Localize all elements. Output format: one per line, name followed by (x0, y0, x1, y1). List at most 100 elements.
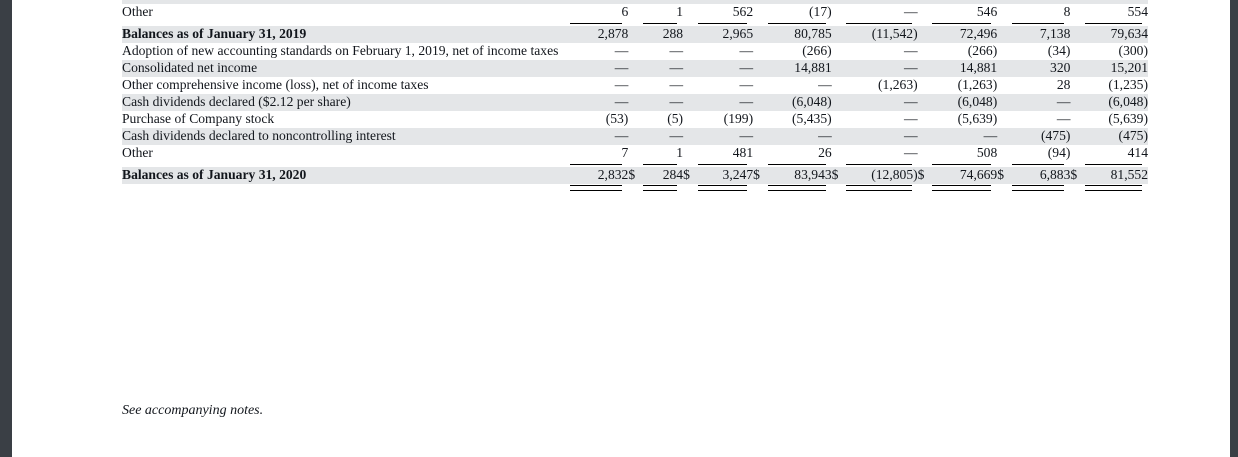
rule-segment (844, 21, 917, 26)
statement-sheet: Other 6 1 562 (17) —546 8 554 Balances as of Jan… (12, 0, 1230, 457)
cell-value: — (844, 110, 918, 128)
cell-value: — (695, 42, 754, 60)
cell-value: 554 (1083, 4, 1148, 21)
cell-value: (6,048) (765, 93, 832, 111)
currency-symbol-cell (683, 59, 696, 77)
rule-segment (568, 21, 629, 26)
currency-symbol-cell (1070, 76, 1084, 94)
cell-value: (1,235) (1083, 76, 1148, 94)
table-row: Cash dividends declared to noncontrollin… (122, 127, 1148, 145)
cell-value: — (567, 42, 629, 60)
cell-value: (34) (1009, 42, 1071, 60)
row-label: Purchase of Company stock (122, 110, 559, 128)
currency-symbol-cell (997, 127, 1010, 145)
cell-value: 1 (640, 4, 684, 21)
currency-symbol-cell (831, 42, 845, 60)
currency-symbol-cell: $ (997, 166, 1010, 184)
cell-value: 508 (930, 144, 998, 162)
table-row: Other 6 1 562 (17) — 546 8 554 (122, 4, 1148, 21)
currency-symbol-cell (997, 76, 1010, 94)
subtotal-rule (122, 162, 1148, 167)
cell-value: (11,542) (844, 25, 918, 43)
rule-segment (844, 162, 917, 167)
currency-symbol-cell (683, 110, 696, 128)
currency-symbol-cell (831, 25, 845, 43)
rule-segment (696, 184, 753, 192)
currency-symbol-cell (558, 127, 568, 145)
cell-value: — (765, 76, 832, 94)
currency-symbol-cell (753, 59, 766, 77)
cell-value: — (567, 76, 629, 94)
cell-value: (5,435) (765, 110, 832, 128)
currency-symbol-cell (558, 4, 568, 21)
cell-value: 288 (640, 25, 684, 43)
clipped-row-top (122, 0, 1148, 4)
rule-segment (641, 21, 683, 26)
cell-value: 6,883 (1009, 166, 1071, 184)
rule-spacer (122, 184, 558, 192)
cell-value: 7 (567, 144, 629, 162)
rule-currency-gap (1070, 184, 1083, 192)
currency-symbol-cell (1070, 25, 1084, 43)
cell-value: — (844, 93, 918, 111)
cell-value: — (695, 59, 754, 77)
cell-value: (199) (695, 110, 754, 128)
cell-value: — (765, 127, 832, 145)
row-label: Adoption of new accounting standards on … (122, 42, 559, 60)
cell-value: 79,634 (1083, 25, 1148, 43)
currency-symbol-cell (628, 59, 641, 77)
currency-symbol-cell (831, 4, 845, 21)
currency-symbol-cell (917, 25, 931, 43)
currency-symbol-cell (628, 4, 641, 21)
currency-symbol-cell (831, 59, 845, 77)
rule-segment (1010, 162, 1071, 167)
currency-symbol-cell (683, 42, 696, 60)
currency-symbol-cell (831, 76, 845, 94)
currency-symbol-cell (917, 110, 931, 128)
cell-value: (475) (1009, 127, 1071, 145)
currency-symbol-cell (558, 59, 568, 77)
rule-currency-gap (683, 184, 696, 192)
currency-symbol-cell (558, 144, 568, 162)
cell-value: — (567, 127, 629, 145)
row-label: Cash dividends declared to noncontrollin… (122, 127, 559, 145)
cell-value: 74,669 (930, 166, 998, 184)
cell-value: 3,247 (695, 166, 754, 184)
currency-symbol-cell (558, 25, 568, 43)
rule-segment (1010, 21, 1071, 26)
table-row: Cash dividends declared ($2.12 per share… (122, 93, 1148, 111)
cell-value: 14,881 (930, 59, 998, 77)
currency-symbol-cell (683, 25, 696, 43)
rule-segment (1083, 21, 1148, 26)
rule-currency-gap (558, 184, 567, 192)
currency-symbol-cell (753, 25, 766, 43)
currency-symbol-cell (917, 76, 931, 94)
rule-segment (696, 162, 753, 167)
cell-value: 80,785 (765, 25, 832, 43)
currency-symbol-cell (558, 76, 568, 94)
rule-currency-gap (628, 184, 641, 192)
currency-symbol-cell (753, 110, 766, 128)
currency-symbol-cell (628, 144, 641, 162)
cell-value: — (567, 59, 629, 77)
table-row: Adoption of new accounting standards on … (122, 42, 1148, 60)
table-row: Other comprehensive income (loss), net o… (122, 76, 1148, 94)
cell-value: 320 (1009, 59, 1071, 77)
currency-symbol-cell (917, 42, 931, 60)
cell-value: — (844, 59, 918, 77)
currency-symbol-cell (1070, 127, 1084, 145)
currency-symbol-cell (997, 25, 1010, 43)
cell-value: 414 (1083, 144, 1148, 162)
cell-value: (94) (1009, 144, 1071, 162)
currency-symbol-cell: $ (753, 166, 766, 184)
currency-symbol-cell (753, 76, 766, 94)
currency-symbol-cell (628, 42, 641, 60)
cell-value: 72,496 (930, 25, 998, 43)
cell-value: 14,881 (765, 59, 832, 77)
currency-symbol-cell (558, 93, 568, 111)
cell-value: 546 (930, 4, 998, 21)
rule-currency-gap (918, 184, 931, 192)
currency-symbol-cell (917, 93, 931, 111)
currency-symbol-cell (628, 25, 641, 43)
cell-value: — (640, 42, 684, 60)
